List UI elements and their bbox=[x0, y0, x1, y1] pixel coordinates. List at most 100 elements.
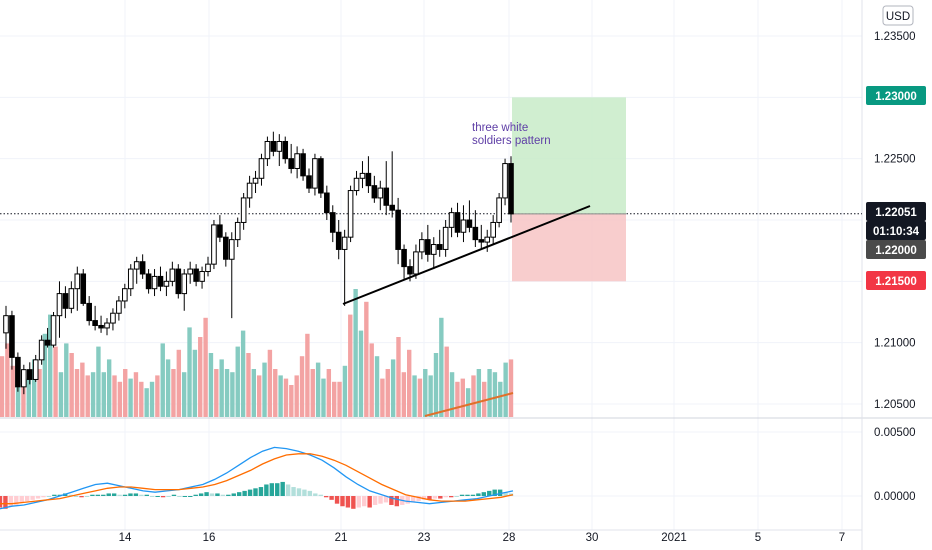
macd-histogram-bar bbox=[144, 494, 149, 496]
volume-bar bbox=[455, 381, 460, 417]
candle-body bbox=[466, 219, 473, 228]
volume-bar bbox=[498, 381, 503, 417]
macd-histogram-bar bbox=[345, 496, 351, 508]
volume-bar bbox=[48, 314, 53, 417]
candle-body bbox=[335, 231, 342, 250]
candle-body bbox=[9, 315, 15, 358]
macd-histogram-bar bbox=[111, 493, 117, 496]
volume-bar bbox=[117, 381, 123, 417]
long-position-tool[interactable] bbox=[512, 97, 626, 282]
macd-histogram-bar bbox=[351, 496, 356, 509]
trendlines[interactable] bbox=[342, 205, 591, 305]
macd-histogram-bar bbox=[459, 494, 465, 496]
macd-histogram-bar bbox=[470, 494, 476, 496]
volume-bar bbox=[26, 378, 31, 417]
price-tag bbox=[866, 240, 926, 259]
volume-bar bbox=[31, 359, 37, 417]
candle-body bbox=[175, 268, 182, 295]
candle-body bbox=[181, 273, 188, 295]
volume-bar bbox=[460, 378, 465, 417]
currency-button[interactable]: USD bbox=[882, 5, 914, 26]
candle-body bbox=[324, 192, 330, 214]
macd-histogram-bar bbox=[421, 496, 427, 500]
volume-bar bbox=[214, 369, 219, 417]
volume-bar bbox=[171, 369, 176, 417]
candle-body bbox=[395, 209, 401, 250]
candle-body bbox=[276, 140, 283, 152]
candle-body bbox=[116, 300, 122, 314]
macd-histogram-bar bbox=[302, 489, 307, 496]
macd-tick-label: 0.00500 bbox=[874, 427, 916, 439]
candle-body bbox=[347, 190, 354, 238]
candle-body bbox=[104, 322, 110, 329]
volume-bar bbox=[401, 372, 407, 417]
volume-bar bbox=[69, 353, 74, 417]
volume-bar bbox=[96, 346, 101, 417]
volume-bar bbox=[508, 359, 514, 417]
pattern-annotation[interactable]: three white soldiers pattern bbox=[472, 122, 551, 147]
candle-body bbox=[472, 226, 479, 241]
macd-histogram-bar bbox=[101, 494, 106, 496]
volume-bar bbox=[374, 356, 380, 417]
volume-bar bbox=[482, 381, 487, 417]
candle-body bbox=[74, 273, 81, 290]
candle-body bbox=[139, 261, 146, 275]
candle-body bbox=[199, 271, 205, 282]
macd-histogram-bar bbox=[438, 496, 443, 499]
candle-body bbox=[460, 219, 467, 233]
macd-histogram-bar bbox=[372, 496, 378, 505]
candle-body bbox=[270, 140, 277, 152]
volume-bar bbox=[90, 372, 96, 417]
macd-histogram-bar bbox=[198, 493, 204, 496]
macd-histogram-bar bbox=[405, 496, 410, 504]
candle-body bbox=[240, 197, 247, 223]
macd-histogram-bar bbox=[378, 496, 383, 504]
volume-bar bbox=[0, 356, 5, 417]
volume-bar bbox=[348, 314, 353, 417]
macd-histogram-bar bbox=[41, 496, 46, 498]
volume-bar bbox=[326, 369, 332, 417]
candle-body bbox=[157, 275, 164, 287]
volume-bar bbox=[407, 349, 412, 417]
macd-histogram-bar bbox=[30, 496, 35, 500]
candle-body bbox=[151, 275, 158, 290]
time-tick-label: 21 bbox=[335, 532, 348, 544]
candle-body bbox=[80, 273, 87, 304]
candle-body bbox=[211, 224, 217, 265]
volume-bar bbox=[208, 353, 214, 417]
candle-body bbox=[127, 268, 134, 290]
volume-bar bbox=[192, 349, 198, 417]
volume-bar bbox=[262, 362, 267, 417]
volume-bar bbox=[299, 356, 305, 417]
macd-tick-label: 0.00000 bbox=[874, 491, 916, 503]
volume-bars bbox=[0, 289, 514, 417]
candle-body bbox=[234, 221, 241, 241]
candle-body bbox=[318, 158, 324, 194]
candle-body bbox=[193, 268, 199, 282]
volume-bar bbox=[246, 353, 251, 417]
volume-bar bbox=[417, 378, 423, 417]
candle-body bbox=[329, 212, 336, 233]
candle-body bbox=[294, 153, 300, 169]
volume-bar bbox=[155, 375, 160, 417]
macd-histogram-bar bbox=[334, 496, 340, 504]
macd-histogram-bar bbox=[427, 496, 432, 500]
time-tick-label: 5 bbox=[755, 532, 761, 544]
volume-bar bbox=[321, 378, 326, 417]
macd-histogram-bar bbox=[503, 492, 508, 496]
macd-histogram-bar bbox=[133, 493, 139, 496]
price-tag bbox=[866, 86, 926, 105]
volume-bar bbox=[10, 365, 15, 417]
candlesticks bbox=[3, 131, 514, 395]
volume-bar bbox=[390, 359, 396, 417]
time-axis[interactable]: 14 16 21 23 28 30 2021 5 7 bbox=[119, 532, 846, 544]
macd-histogram-bar bbox=[84, 496, 90, 497]
candle-body bbox=[21, 369, 27, 388]
volume-bar bbox=[289, 385, 294, 417]
macd-histogram-bar bbox=[209, 493, 215, 496]
candle-body bbox=[92, 320, 98, 326]
macd-histogram-bar bbox=[24, 496, 30, 502]
macd-histogram-bar bbox=[79, 496, 84, 498]
candle-body bbox=[442, 226, 449, 250]
